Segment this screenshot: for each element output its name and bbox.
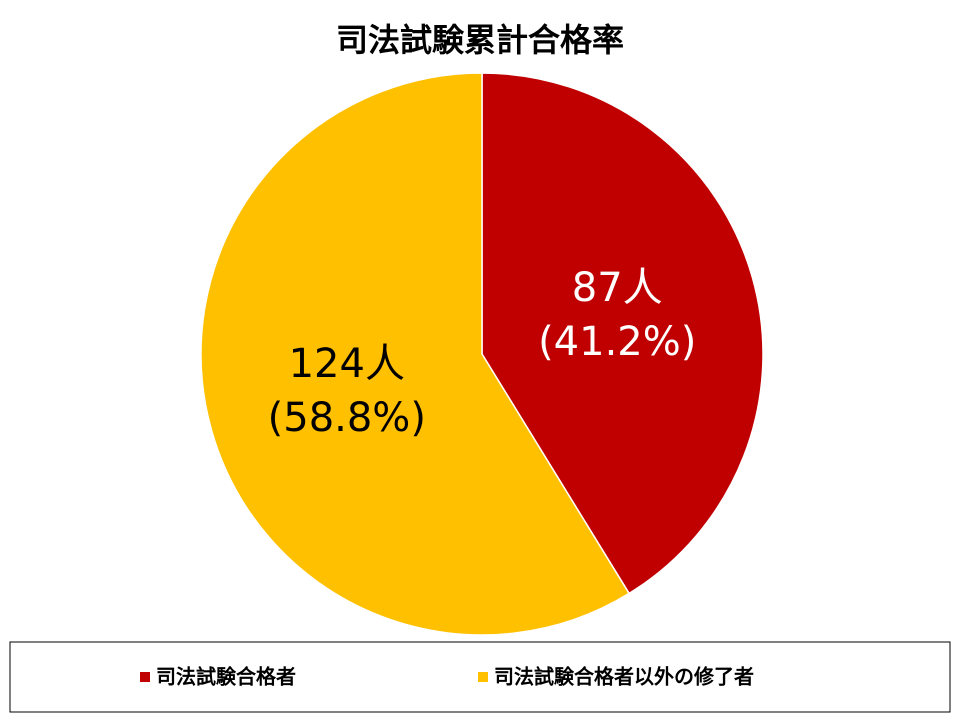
legend-swatch xyxy=(140,672,150,682)
pie-slice xyxy=(200,72,631,636)
percent-label: (58.8%) xyxy=(268,395,426,441)
pie-slice xyxy=(481,72,764,595)
value-label: 87人 xyxy=(572,265,663,311)
percent-label: (41.2%) xyxy=(538,319,696,365)
legend-swatch xyxy=(478,672,488,682)
legend-label: 司法試験合格者 xyxy=(156,665,296,689)
legend-label: 司法試験合格者以外の修了者 xyxy=(494,665,754,689)
value-label: 124人 xyxy=(289,341,405,387)
chart-title: 司法試験累計合格率 xyxy=(336,21,624,59)
legend-box xyxy=(9,641,951,713)
